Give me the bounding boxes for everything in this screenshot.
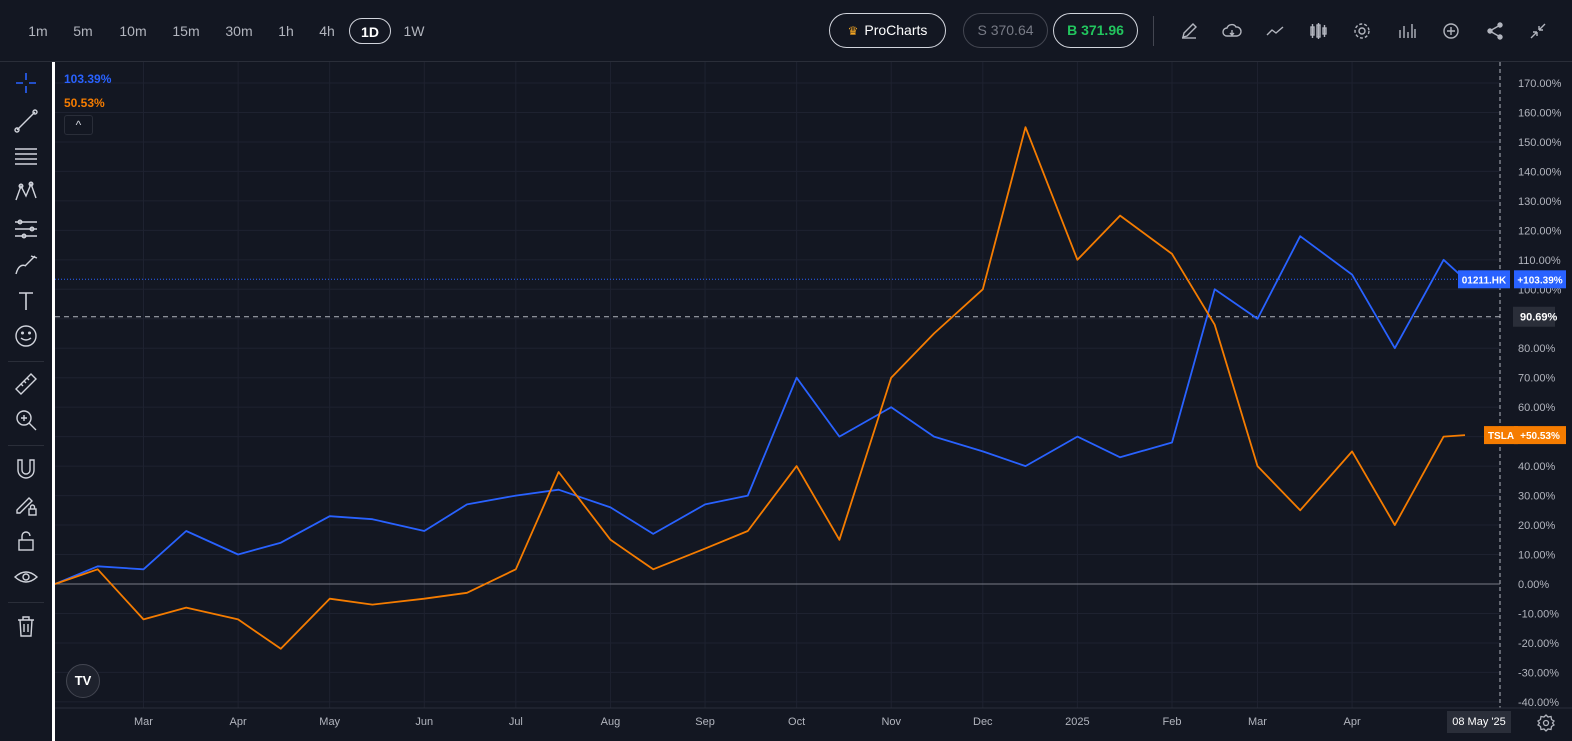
procharts-button[interactable]: ♛ ProCharts (829, 13, 946, 48)
reference-label-bg (1513, 306, 1555, 327)
x-tick-label: Oct (788, 716, 805, 728)
x-tick-label: Sep (695, 716, 715, 728)
axis-settings-icon[interactable] (1536, 713, 1556, 733)
x-tick-label: Feb (1163, 716, 1182, 728)
x-tick-label: May (319, 716, 340, 728)
timeframe-5m[interactable]: 5m (73, 23, 93, 39)
timeframe-1w[interactable]: 1W (403, 23, 425, 39)
y-tick-label: 0.00% (1518, 579, 1549, 591)
x-tick-label: Apr (230, 716, 247, 728)
trend-line-icon[interactable] (13, 108, 39, 134)
buy-button[interactable]: B 371.96 (1053, 13, 1138, 48)
series-value-tag: +103.39% (1517, 275, 1562, 286)
gann-icon[interactable] (13, 216, 39, 242)
x-tick-label: Nov (881, 716, 901, 728)
crosshair-date-label: 08 May '25 (1447, 711, 1511, 733)
bars-icon[interactable] (1396, 20, 1418, 42)
x-tick-label: 2025 (1065, 716, 1089, 728)
y-tick-label: 160.00% (1518, 107, 1562, 119)
timeframe-1h[interactable]: 1h (278, 23, 294, 39)
toolbar-accent (52, 62, 55, 741)
zoom-icon[interactable] (13, 407, 39, 433)
y-tick-label: 110.00% (1518, 255, 1561, 267)
emoji-icon[interactable] (13, 323, 39, 349)
y-tick-label: -10.00% (1518, 608, 1559, 620)
ruler-icon[interactable] (13, 371, 39, 397)
series-line-01211hk[interactable] (55, 235, 1466, 585)
y-tick-label: 30.00% (1518, 491, 1556, 503)
x-tick-label: Apr (1344, 716, 1361, 728)
gear-icon[interactable] (1351, 20, 1373, 42)
lock-icon[interactable] (13, 528, 39, 554)
series-line-tsla[interactable] (55, 126, 1466, 650)
y-tick-label: 120.00% (1518, 225, 1562, 237)
timeframe-4h[interactable]: 4h (319, 23, 335, 39)
x-tick-label: Mar (134, 716, 153, 728)
reference-label: 90.69% (1520, 312, 1558, 324)
top-toolbar (0, 0, 1572, 62)
series-value-tag-bg (1514, 426, 1566, 445)
y-tick-label: -40.00% (1518, 697, 1559, 709)
timeframe-10m[interactable]: 10m (119, 23, 147, 39)
trash-icon[interactable] (13, 613, 39, 639)
x-tick-label: Dec (973, 716, 993, 728)
brush-icon[interactable] (13, 252, 39, 278)
chart-canvas[interactable]: 170.00% 160.00% 150.00% 140.00% 130.00% 120.0… (55, 62, 1572, 741)
crown-icon: ♛ (847, 24, 859, 38)
collapse-icon[interactable] (1527, 20, 1549, 42)
pencil-icon[interactable] (1178, 20, 1200, 42)
crosshair-icon[interactable] (13, 70, 39, 96)
series-name-tag: 01211.HK (1462, 275, 1507, 286)
tool-divider (8, 602, 44, 603)
x-tick-label: Mar (1248, 716, 1267, 728)
y-tick-label: 150.00% (1518, 137, 1562, 149)
tradingview-logo[interactable]: TV (66, 664, 100, 698)
y-tick-label: 70.00% (1518, 373, 1556, 385)
left-toolbar (0, 62, 52, 741)
y-tick-label: 20.00% (1518, 520, 1556, 532)
series-name-tag-bg (1458, 270, 1510, 289)
cloud-icon[interactable] (1221, 20, 1243, 42)
candles-icon[interactable] (1307, 20, 1329, 42)
series-value-tag-bg (1514, 270, 1566, 289)
y-tick-label: 130.00% (1518, 196, 1562, 208)
y-tick-label: 140.00% (1518, 166, 1562, 178)
tool-divider (8, 445, 44, 446)
legend-collapse-button[interactable]: ^ (64, 115, 93, 135)
tool-divider (8, 361, 44, 362)
timeframe-1m[interactable]: 1m (28, 23, 48, 39)
y-tick-label: 60.00% (1518, 402, 1556, 414)
pattern-icon[interactable] (13, 180, 39, 206)
share-icon[interactable] (1484, 20, 1506, 42)
toolbar-divider (1153, 16, 1154, 46)
series-value-tag: +50.53% (1520, 431, 1560, 442)
y-tick-label: 40.00% (1518, 461, 1556, 473)
x-tick-label: Aug (601, 716, 621, 728)
y-tick-label: -30.00% (1518, 667, 1559, 679)
sell-button[interactable]: S 370.64 (963, 13, 1048, 48)
y-tick-label: 10.00% (1518, 550, 1556, 562)
y-tick-label: -20.00% (1518, 638, 1559, 650)
series-name-tag: TSLA (1488, 431, 1514, 442)
magnet-icon[interactable] (13, 456, 39, 482)
lock-draw-icon[interactable] (13, 492, 39, 518)
eye-icon[interactable] (13, 564, 39, 590)
legend-orange-value: 50.53% (64, 96, 105, 110)
add-icon[interactable] (1440, 20, 1462, 42)
y-tick-label: 80.00% (1518, 343, 1556, 355)
x-tick-label: Jun (415, 716, 433, 728)
indicator-icon[interactable] (1264, 20, 1286, 42)
y-tick-label: 170.00% (1518, 78, 1562, 90)
fib-icon[interactable] (13, 144, 39, 170)
x-tick-label: Jul (509, 716, 523, 728)
legend-blue-value: 103.39% (64, 72, 112, 86)
timeframe-1d[interactable]: 1D (349, 18, 391, 44)
timeframe-30m[interactable]: 30m (225, 23, 253, 39)
text-icon[interactable] (13, 288, 39, 314)
timeframe-15m[interactable]: 15m (172, 23, 200, 39)
series-name-tag-bg (1484, 426, 1518, 445)
